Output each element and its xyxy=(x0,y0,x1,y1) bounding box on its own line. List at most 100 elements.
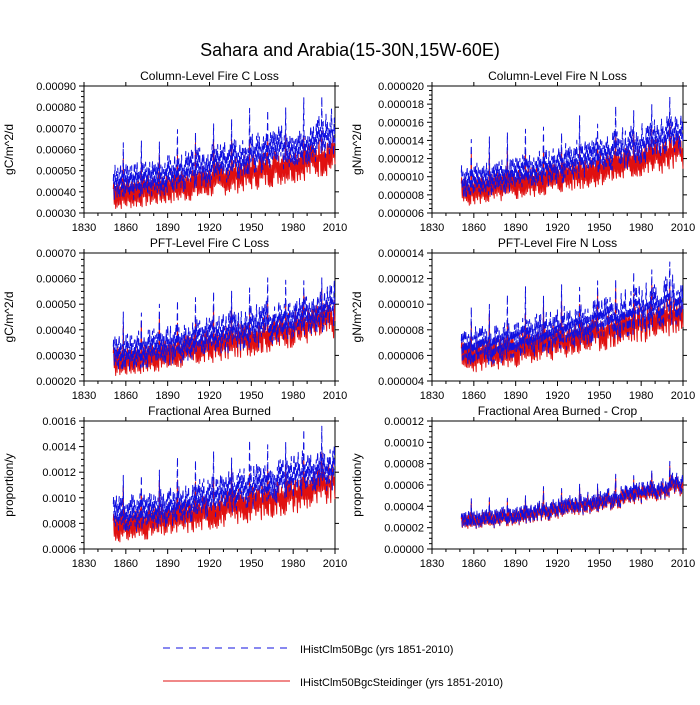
x-tick-label: 2010 xyxy=(671,558,695,570)
y-tick-label: 0.00040 xyxy=(36,187,76,199)
x-tick-label: 1980 xyxy=(629,558,653,570)
y-tick-label: 0.00010 xyxy=(384,437,424,449)
series-line-bgc xyxy=(112,425,336,533)
x-tick-label: 1890 xyxy=(503,390,527,402)
y-tick-label: 0.000004 xyxy=(378,376,424,388)
panel-title: Column-Level Fire N Loss xyxy=(488,69,627,83)
legend-label-1: IHistClm50BgcSteidinger (yrs 1851-2010) xyxy=(300,677,503,689)
y-tick-label: 0.00030 xyxy=(36,208,76,220)
series-line-bgc xyxy=(112,96,336,201)
series-line-bgc xyxy=(460,460,684,529)
panel-4: PFT-Level Fire N Loss gN/m^2/d 1830 1860 189… xyxy=(350,236,695,402)
y-tick-label: 0.0016 xyxy=(42,416,76,428)
y-axis-label: gC/m^2/d xyxy=(2,292,16,343)
y-axis-label: gN/m^2/d xyxy=(350,292,364,343)
y-tick-label: 0.000006 xyxy=(378,350,424,362)
x-tick-label: 1890 xyxy=(155,390,179,402)
y-tick-label: 0.00060 xyxy=(36,145,76,157)
x-tick-label: 2010 xyxy=(323,222,347,234)
x-tick-label: 1920 xyxy=(197,390,221,402)
panel-title: Column-Level Fire C Loss xyxy=(140,69,279,83)
y-tick-label: 0.000020 xyxy=(378,81,424,93)
x-tick-label: 1950 xyxy=(239,558,263,570)
main-title: Sahara and Arabia(15-30N,15W-60E) xyxy=(200,40,500,60)
y-tick-label: 0.000008 xyxy=(378,325,424,337)
x-tick-label: 2010 xyxy=(323,558,347,570)
x-tick-label: 2010 xyxy=(671,222,695,234)
y-tick-label: 0.000010 xyxy=(378,172,424,184)
x-tick-label: 1890 xyxy=(503,558,527,570)
y-tick-label: 0.00090 xyxy=(36,81,76,93)
y-tick-label: 0.00008 xyxy=(384,459,424,471)
x-tick-label: 1860 xyxy=(462,390,486,402)
y-tick-label: 0.00080 xyxy=(36,102,76,114)
x-tick-label: 1860 xyxy=(114,390,138,402)
plot-frame xyxy=(431,420,684,550)
panel-6: Fractional Area Burned - Crop proportion/… xyxy=(350,404,695,570)
x-tick-label: 1920 xyxy=(197,222,221,234)
x-tick-label: 1830 xyxy=(72,558,96,570)
panel-3: PFT-Level Fire C Loss gC/m^2/d 1830 1860 189… xyxy=(2,236,347,402)
panel-title: Fractional Area Burned - Crop xyxy=(478,404,638,418)
y-tick-label: 0.000012 xyxy=(378,274,424,286)
y-tick-label: 0.0012 xyxy=(42,467,76,479)
x-tick-label: 1950 xyxy=(587,390,611,402)
panel-title: PFT-Level Fire C Loss xyxy=(150,236,269,250)
y-tick-label: 0.000010 xyxy=(378,299,424,311)
y-tick-label: 0.00050 xyxy=(36,299,76,311)
legend-label-0: IHistClm50Bgc (yrs 1851-2010) xyxy=(300,644,453,656)
x-tick-label: 1890 xyxy=(155,222,179,234)
y-tick-label: 0.000014 xyxy=(378,248,424,260)
x-tick-label: 1830 xyxy=(72,222,96,234)
panel-title: Fractional Area Burned xyxy=(148,404,271,418)
x-tick-label: 1950 xyxy=(587,558,611,570)
x-tick-label: 1830 xyxy=(420,222,444,234)
x-tick-label: 1860 xyxy=(114,222,138,234)
x-tick-label: 1980 xyxy=(281,558,305,570)
x-tick-label: 2010 xyxy=(671,390,695,402)
y-axis-label: proportion/y xyxy=(2,453,16,516)
y-tick-label: 0.00070 xyxy=(36,248,76,260)
x-tick-label: 1860 xyxy=(462,222,486,234)
y-tick-label: 0.00004 xyxy=(384,501,424,513)
series-line-bgc xyxy=(460,96,684,199)
x-tick-label: 1830 xyxy=(72,390,96,402)
series-line-bgc xyxy=(112,277,336,372)
y-tick-label: 0.000018 xyxy=(378,99,424,111)
panel-title: PFT-Level Fire N Loss xyxy=(498,236,617,250)
x-tick-label: 1890 xyxy=(503,222,527,234)
y-tick-label: 0.0008 xyxy=(42,518,76,530)
legend: IHistClm50Bgc (yrs 1851-2010) IHistClm50… xyxy=(163,644,503,689)
x-tick-label: 1980 xyxy=(629,222,653,234)
panels: Column-Level Fire C Loss gC/m^2/d 1830 1860… xyxy=(2,69,695,570)
y-tick-label: 0.00040 xyxy=(36,325,76,337)
y-tick-label: 0.000006 xyxy=(378,208,424,220)
y-tick-label: 0.0014 xyxy=(42,442,76,454)
x-tick-label: 1920 xyxy=(197,558,221,570)
x-tick-label: 1860 xyxy=(114,558,138,570)
x-tick-label: 1920 xyxy=(545,390,569,402)
y-tick-label: 0.00030 xyxy=(36,350,76,362)
y-tick-label: 0.00012 xyxy=(384,416,424,428)
x-tick-label: 1830 xyxy=(420,558,444,570)
x-tick-label: 1920 xyxy=(545,222,569,234)
series-line-bgc xyxy=(460,261,684,366)
panel-5: Fractional Area Burned proportion/y 1830 18… xyxy=(2,404,347,570)
y-tick-label: 0.000008 xyxy=(378,190,424,202)
y-axis-label: gN/m^2/d xyxy=(350,124,364,175)
x-tick-label: 1830 xyxy=(420,390,444,402)
x-tick-label: 1890 xyxy=(155,558,179,570)
y-tick-label: 0.000012 xyxy=(378,154,424,166)
x-tick-label: 1920 xyxy=(545,558,569,570)
y-tick-label: 0.00060 xyxy=(36,274,76,286)
y-axis-label: proportion/y xyxy=(350,453,364,516)
panel-2: Column-Level Fire N Loss gN/m^2/d 1830 1860… xyxy=(350,69,695,234)
x-tick-label: 1980 xyxy=(629,390,653,402)
x-tick-label: 1860 xyxy=(462,558,486,570)
series-line-steidinger xyxy=(112,288,336,376)
y-tick-label: 0.00050 xyxy=(36,166,76,178)
y-axis-label: gC/m^2/d xyxy=(2,124,16,175)
x-tick-label: 1980 xyxy=(281,222,305,234)
